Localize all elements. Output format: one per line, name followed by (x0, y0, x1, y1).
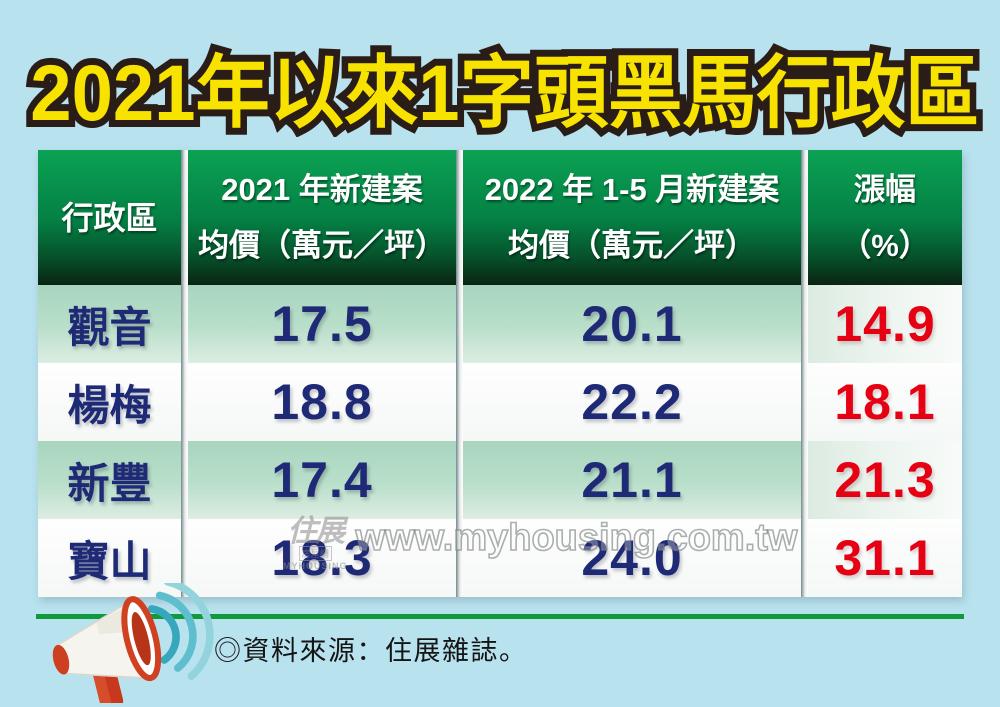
price-2022-cell: 21.1 (463, 441, 801, 519)
price-2021-cell: 17.4 (188, 441, 456, 519)
megaphone-icon (52, 583, 214, 703)
price-2021-cell: 17.5 (188, 285, 456, 363)
column-divider (456, 285, 463, 363)
district-name: 寶山 (67, 537, 152, 585)
district-name: 觀音 (67, 303, 152, 351)
header-2021-line1: 2021 年新建案 (221, 171, 423, 207)
header-cell-2021: 2021 年新建案 均價（萬元／坪） (188, 150, 456, 285)
column-divider (456, 150, 463, 285)
price-2022-value: 21.1 (581, 452, 683, 508)
header-change-line2: （%） (840, 227, 930, 263)
header-cell-district: 行政區 (38, 150, 181, 285)
price-2021-value: 17.4 (271, 452, 373, 508)
header-2022-line1: 2022 年 1-5 月新建案 (484, 171, 780, 207)
price-2021-value: 17.5 (271, 296, 373, 352)
column-divider (181, 150, 188, 285)
column-divider (801, 150, 808, 285)
price-2021-value: 18.3 (271, 530, 373, 586)
price-2022-cell: 22.2 (463, 363, 801, 441)
change-cell: 14.9 (808, 285, 962, 363)
column-divider (801, 363, 808, 441)
change-value: 14.9 (834, 296, 936, 352)
header-change-line1: 漲幅 (854, 171, 916, 207)
district-cell: 楊梅 (38, 363, 181, 441)
price-2022-value: 20.1 (581, 296, 683, 352)
price-2021-cell: 18.3 (188, 519, 456, 597)
table-row: 觀音 17.5 20.1 14.9 (38, 285, 962, 363)
column-divider (456, 519, 463, 597)
column-divider (801, 441, 808, 519)
column-divider (181, 363, 188, 441)
column-divider (181, 285, 188, 363)
table-row: 楊梅 18.8 22.2 18.1 (38, 363, 962, 441)
header-cell-2022: 2022 年 1-5 月新建案 均價（萬元／坪） (463, 150, 801, 285)
table-header-row: 行政區 2021 年新建案 均價（萬元／坪） 2022 年 1-5 月新建案 均… (38, 150, 962, 285)
price-2021-value: 18.8 (271, 374, 373, 430)
page-title: 2021年以來1字頭黑馬行政區 (30, 28, 979, 143)
change-cell: 31.1 (808, 519, 962, 597)
change-value: 31.1 (834, 530, 936, 586)
change-cell: 18.1 (808, 363, 962, 441)
district-cell: 寶山 (38, 519, 181, 597)
table-row: 新豐 17.4 21.1 21.3 (38, 441, 962, 519)
header-cell-change: 漲幅 （%） (808, 150, 962, 285)
footer-divider-line (36, 614, 964, 619)
district-name: 楊梅 (67, 381, 152, 429)
table-row: 寶山 18.3 24.0 31.1 (38, 519, 962, 597)
column-divider (181, 441, 188, 519)
price-2022-cell: 20.1 (463, 285, 801, 363)
district-name: 新豐 (67, 459, 152, 507)
price-2022-value: 24.0 (581, 530, 683, 586)
change-cell: 21.3 (808, 441, 962, 519)
price-table: 行政區 2021 年新建案 均價（萬元／坪） 2022 年 1-5 月新建案 均… (38, 150, 962, 597)
title-banner: 2021年以來1字頭黑馬行政區 (0, 28, 1000, 143)
district-cell: 新豐 (38, 441, 181, 519)
price-2022-cell: 24.0 (463, 519, 801, 597)
column-divider (456, 363, 463, 441)
header-2022-line2: 均價（萬元／坪） (508, 227, 756, 263)
change-value: 18.1 (834, 374, 936, 430)
column-divider (801, 519, 808, 597)
header-2021-line2: 均價（萬元／坪） (198, 227, 446, 263)
price-2021-cell: 18.8 (188, 363, 456, 441)
column-divider (181, 519, 188, 597)
price-2022-value: 22.2 (581, 374, 683, 430)
district-cell: 觀音 (38, 285, 181, 363)
change-value: 21.3 (834, 452, 936, 508)
column-divider (456, 441, 463, 519)
data-source-note: ◎資料來源：住展雜誌。 (214, 636, 528, 666)
column-divider (801, 285, 808, 363)
header-district-label: 行政區 (61, 199, 158, 236)
